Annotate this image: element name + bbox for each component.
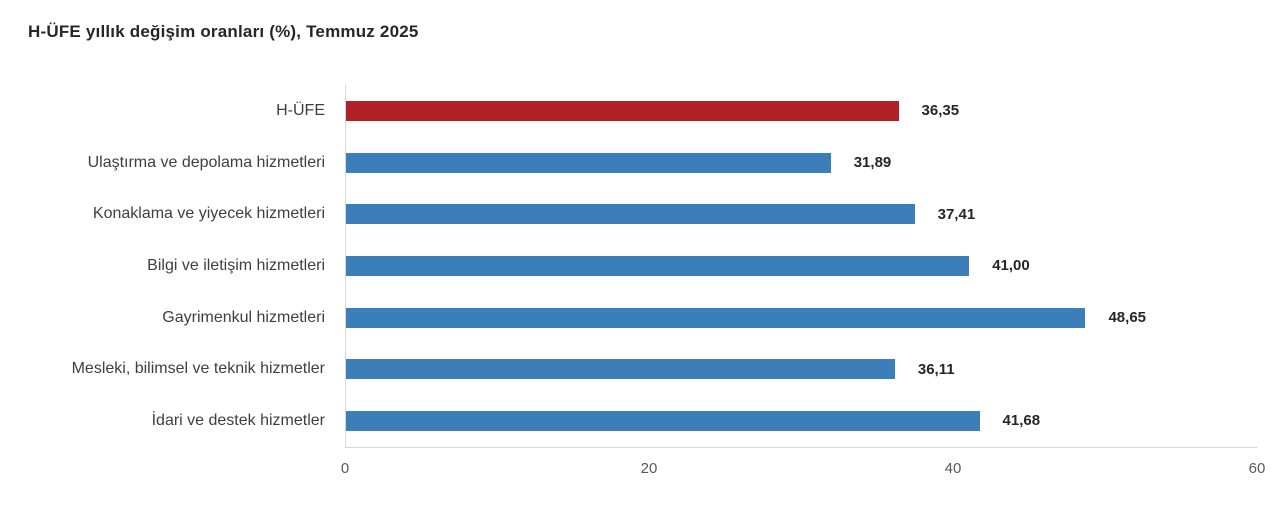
category-label: Gayrimenkul hizmetleri [162,308,325,326]
chart-row: Ulaştırma ve depolama hizmetleri 31,89 [0,137,1280,189]
category-label: Konaklama ve yiyecek hizmetleri [92,205,325,223]
category-label: İdari ve destek hizmetler [151,411,325,429]
chart-row: Bilgi ve iletişim hizmetleri 41,00 [0,240,1280,292]
x-axis-tick-labels: 0 20 40 60 [0,460,1280,484]
category-label: H-ÜFE [276,101,325,119]
x-tick-label: 0 [340,460,350,477]
chart-title: H-ÜFE yıllık değişim oranları (%), Temmu… [28,22,419,41]
bar-track: 31,89 [346,152,892,173]
y-axis-line [345,85,346,447]
value-label: 36,35 [921,102,960,120]
bar-track: 41,68 [346,410,1041,431]
category-label: Mesleki, bilimsel ve teknik hizmetler [71,360,325,378]
value-label: 41,00 [992,257,1030,275]
bar-track: 41,00 [346,255,1030,276]
bar-track: 36,35 [346,100,960,121]
category-label: Ulaştırma ve depolama hizmetleri [87,153,325,171]
x-tick-label: 60 [1248,460,1266,477]
bar [346,255,970,276]
bar [346,359,895,380]
chart-row: Mesleki, bilimsel ve teknik hizmetler 36,… [0,343,1280,395]
chart-row: Gayrimenkul hizmetleri 48,65 [0,292,1280,344]
chart-row: Konaklama ve yiyecek hizmetleri 37,41 [0,188,1280,240]
bar [346,204,915,225]
value-label: 37,41 [937,205,976,223]
value-label: 36,11 [917,360,955,378]
bar-highlight [346,100,899,121]
bar-track: 36,11 [346,359,955,380]
chart-rows: H-ÜFE 36,35 Ulaştırma ve depolama hizmetle… [0,85,1280,447]
x-axis-line [345,447,1258,448]
bar-track: 37,41 [346,204,976,225]
bar [346,152,831,173]
value-label: 41,68 [1002,412,1041,430]
value-label: 31,89 [853,154,892,172]
category-label: Bilgi ve iletişim hizmetleri [147,256,325,274]
x-tick-label: 40 [944,460,962,477]
bar-track: 48,65 [346,307,1147,328]
bar [346,307,1086,328]
chart-row: İdari ve destek hizmetler 41,68 [0,395,1280,447]
x-tick-label: 20 [640,460,658,477]
value-label: 48,65 [1108,309,1147,327]
bar [346,410,980,431]
chart-row: H-ÜFE 36,35 [0,85,1280,137]
